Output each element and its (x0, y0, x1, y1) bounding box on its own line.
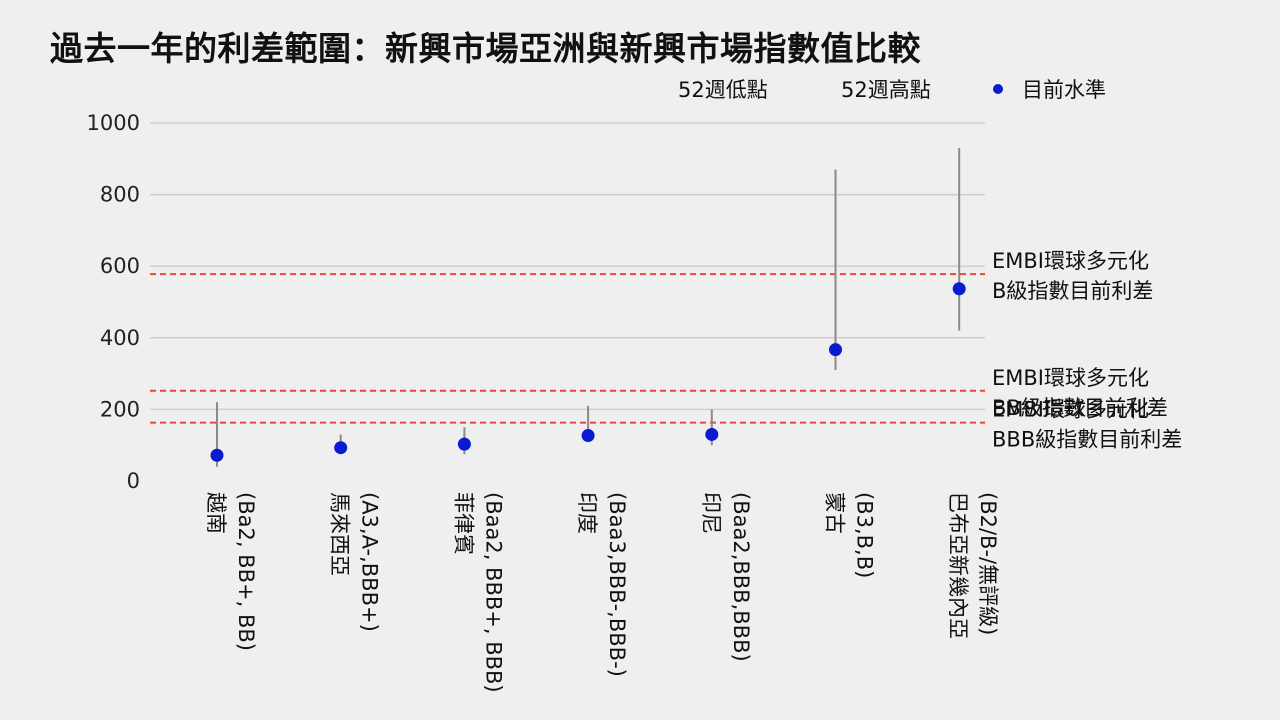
category-label: 越南 (Ba2, BB+, BB) (204, 492, 258, 651)
category-name: 菲律賓 (451, 492, 475, 555)
reference-line-label: B級指數目前利差 (992, 279, 1153, 303)
category-name: 巴布亞新幾內亞 (946, 492, 970, 639)
y-tick-label: 800 (100, 183, 140, 207)
category-label: 菲律賓 (Baa2, BBB+, BBB) (451, 492, 505, 693)
data-point (581, 429, 595, 443)
category-rating: (Baa2,BBB,BBB) (729, 492, 753, 662)
reference-line-label: EMBI環球多元化 (992, 366, 1149, 390)
category-rating: (B3,B,B) (853, 492, 877, 578)
category-name: 印尼 (699, 492, 723, 534)
y-tick-label: 200 (100, 397, 140, 421)
reference-line-label: EMBI環球多元化 (992, 398, 1149, 422)
data-point (457, 437, 471, 451)
category-name: 馬來西亞 (328, 492, 352, 576)
data-point (334, 441, 348, 455)
data-point (705, 427, 719, 441)
y-tick-label: 1000 (87, 111, 140, 135)
category-name: 越南 (204, 492, 228, 534)
category-label: 蒙古 (B3,B,B) (823, 492, 877, 578)
y-tick-label: 600 (100, 254, 140, 278)
category-rating: (B2/B-/無評級) (976, 492, 1000, 635)
y-tick-label: 400 (100, 326, 140, 350)
legend-low-label: 52週低點 (678, 78, 768, 102)
category-name: 印度 (575, 492, 599, 534)
reference-line-label: BB級指數目前利差 (992, 396, 1168, 420)
legend-current-label: 目前水準 (1022, 78, 1106, 102)
category-rating: (Baa2, BBB+, BBB) (481, 492, 505, 693)
data-point (210, 448, 224, 462)
data-point (829, 343, 842, 357)
category-rating: (Ba2, BB+, BB) (234, 492, 258, 651)
data-point (952, 282, 966, 296)
category-label: 馬來西亞 (A3,A-,BBB+) (328, 492, 382, 632)
category-name: 蒙古 (823, 492, 847, 534)
category-rating: (Baa3,BBB-,BBB-) (605, 492, 629, 677)
chart-title: 過去一年的利差範圍：新興市場亞洲與新興市場指數值比較 (50, 29, 921, 68)
legend-high-label: 52週高點 (841, 78, 931, 102)
category-rating: (A3,A-,BBB+) (358, 492, 382, 632)
legend-current-marker (993, 84, 1003, 94)
category-label: 印度 (Baa3,BBB-,BBB-) (575, 492, 629, 677)
reference-line-label: EMBI環球多元化 (992, 249, 1149, 273)
category-label: 巴布亞新幾內亞 (B2/B-/無評級) (946, 492, 1000, 639)
category-label: 印尼 (Baa2,BBB,BBB) (699, 492, 753, 662)
y-tick-label: 0 (127, 469, 140, 493)
reference-line-label: BBB級指數目前利差 (992, 428, 1182, 452)
